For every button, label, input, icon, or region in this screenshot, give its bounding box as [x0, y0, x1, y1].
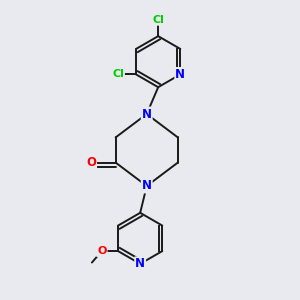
Text: O: O: [97, 246, 106, 256]
Text: N: N: [135, 257, 145, 270]
Text: O: O: [86, 156, 96, 169]
Text: N: N: [142, 179, 152, 193]
Text: N: N: [175, 68, 185, 81]
Text: Cl: Cl: [152, 15, 164, 25]
Text: Cl: Cl: [112, 69, 124, 80]
Text: N: N: [142, 107, 152, 121]
